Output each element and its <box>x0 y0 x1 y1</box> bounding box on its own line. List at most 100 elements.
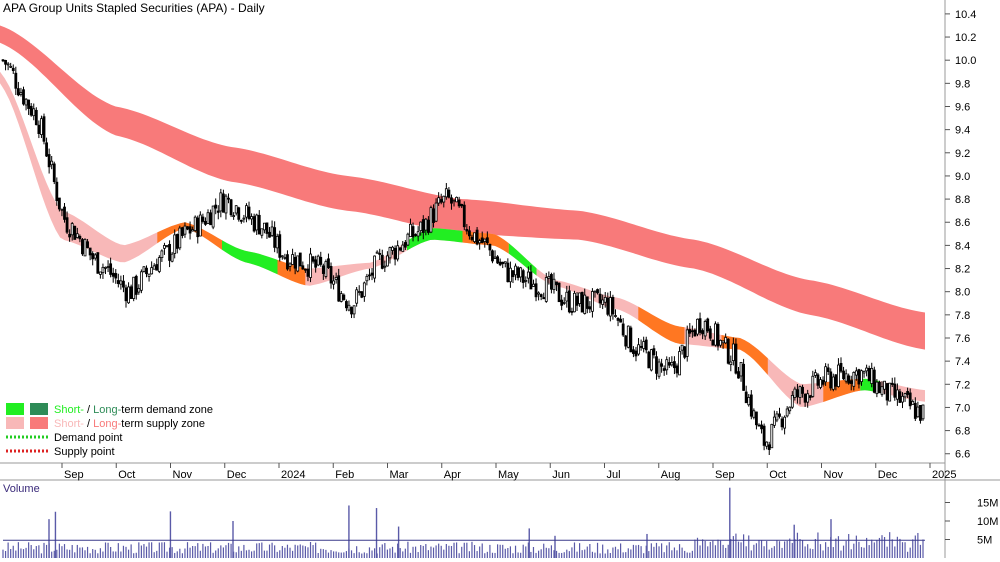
candle <box>867 365 871 382</box>
candle-body <box>565 291 569 302</box>
candle-body <box>524 279 528 282</box>
candle-body <box>895 389 899 400</box>
candle-body <box>829 371 833 389</box>
candle <box>688 323 692 337</box>
candle-body <box>801 386 804 394</box>
candle <box>157 255 161 274</box>
candle-body <box>534 283 538 298</box>
candle-body <box>114 273 118 279</box>
candle <box>216 205 220 220</box>
candle-body <box>24 98 28 106</box>
candle-body <box>429 207 433 233</box>
candle <box>398 247 402 252</box>
x-tick-label: Apr <box>444 469 461 481</box>
candle <box>329 262 333 289</box>
candle-body <box>298 252 302 267</box>
candle <box>526 266 530 284</box>
candle-body <box>201 216 205 222</box>
candle <box>919 405 922 424</box>
candle <box>170 251 174 263</box>
candle <box>221 189 225 213</box>
candle <box>734 338 738 375</box>
candle-body <box>434 202 438 222</box>
candle <box>601 294 605 310</box>
candle <box>396 240 400 262</box>
candle <box>437 192 441 206</box>
candle <box>416 226 420 242</box>
candle <box>457 196 461 208</box>
candle <box>790 391 794 409</box>
candle-body <box>888 382 892 402</box>
candle-body <box>88 247 92 256</box>
candle <box>519 266 523 283</box>
candle-body <box>708 328 712 339</box>
candle-body <box>744 391 748 404</box>
candle <box>760 420 763 434</box>
candle-body <box>890 382 894 385</box>
candle <box>895 383 899 406</box>
candle-body <box>98 271 102 275</box>
candle <box>132 276 136 302</box>
candle <box>534 278 538 302</box>
y-tick-label: 10.2 <box>955 32 976 44</box>
candle-body <box>706 318 710 332</box>
candle <box>116 273 120 288</box>
candle <box>829 368 833 391</box>
candle-body <box>216 210 220 213</box>
candle <box>11 64 15 75</box>
candle-body <box>608 297 612 317</box>
candle <box>462 201 466 231</box>
candle-body <box>139 271 143 291</box>
candle <box>83 238 87 257</box>
candle <box>142 266 146 273</box>
candle <box>793 386 797 401</box>
candle <box>480 231 484 244</box>
candles-layer <box>1 59 925 456</box>
candle <box>506 258 510 283</box>
candle <box>803 393 807 407</box>
candle-body <box>878 381 881 394</box>
candle-body <box>596 289 599 294</box>
candle <box>332 275 335 290</box>
legend-item: Short- / Long-term supply zone <box>6 417 205 430</box>
candle-body <box>578 292 582 304</box>
candle <box>665 356 669 375</box>
candle <box>698 312 702 336</box>
candle <box>291 248 294 266</box>
time-axis: Sep Oct Nov Dec 2024 Feb Mar Apr May Jun Jul Aug Sep… <box>61 463 956 481</box>
candle-body <box>870 367 874 384</box>
candle <box>78 234 82 243</box>
candle-body <box>547 276 551 279</box>
candle-body <box>826 367 830 372</box>
candle <box>532 279 535 288</box>
candle <box>347 300 351 312</box>
candle <box>350 306 353 319</box>
candle-body <box>616 317 620 321</box>
candle <box>40 115 43 139</box>
candle <box>163 242 166 255</box>
candle-body <box>632 349 635 354</box>
candle-body <box>747 397 751 406</box>
candle <box>608 291 612 322</box>
legend-item: Supply point <box>6 446 115 458</box>
candle <box>616 317 620 327</box>
candle <box>16 81 20 97</box>
candle <box>729 355 733 372</box>
candle-body <box>698 318 702 333</box>
candle <box>1 59 5 63</box>
candle <box>106 260 110 273</box>
candle-body <box>262 222 266 231</box>
candle <box>324 259 328 279</box>
y-tick-label: 8.4 <box>955 240 970 252</box>
candle <box>762 423 766 451</box>
candle <box>22 86 25 106</box>
candle-body <box>601 299 605 305</box>
candle <box>29 103 33 117</box>
candle <box>296 255 300 273</box>
y-tick-label: 9.2 <box>955 148 970 160</box>
candle-body <box>386 255 389 267</box>
candle <box>242 214 246 223</box>
candle <box>893 377 897 401</box>
candle-body <box>337 275 341 302</box>
